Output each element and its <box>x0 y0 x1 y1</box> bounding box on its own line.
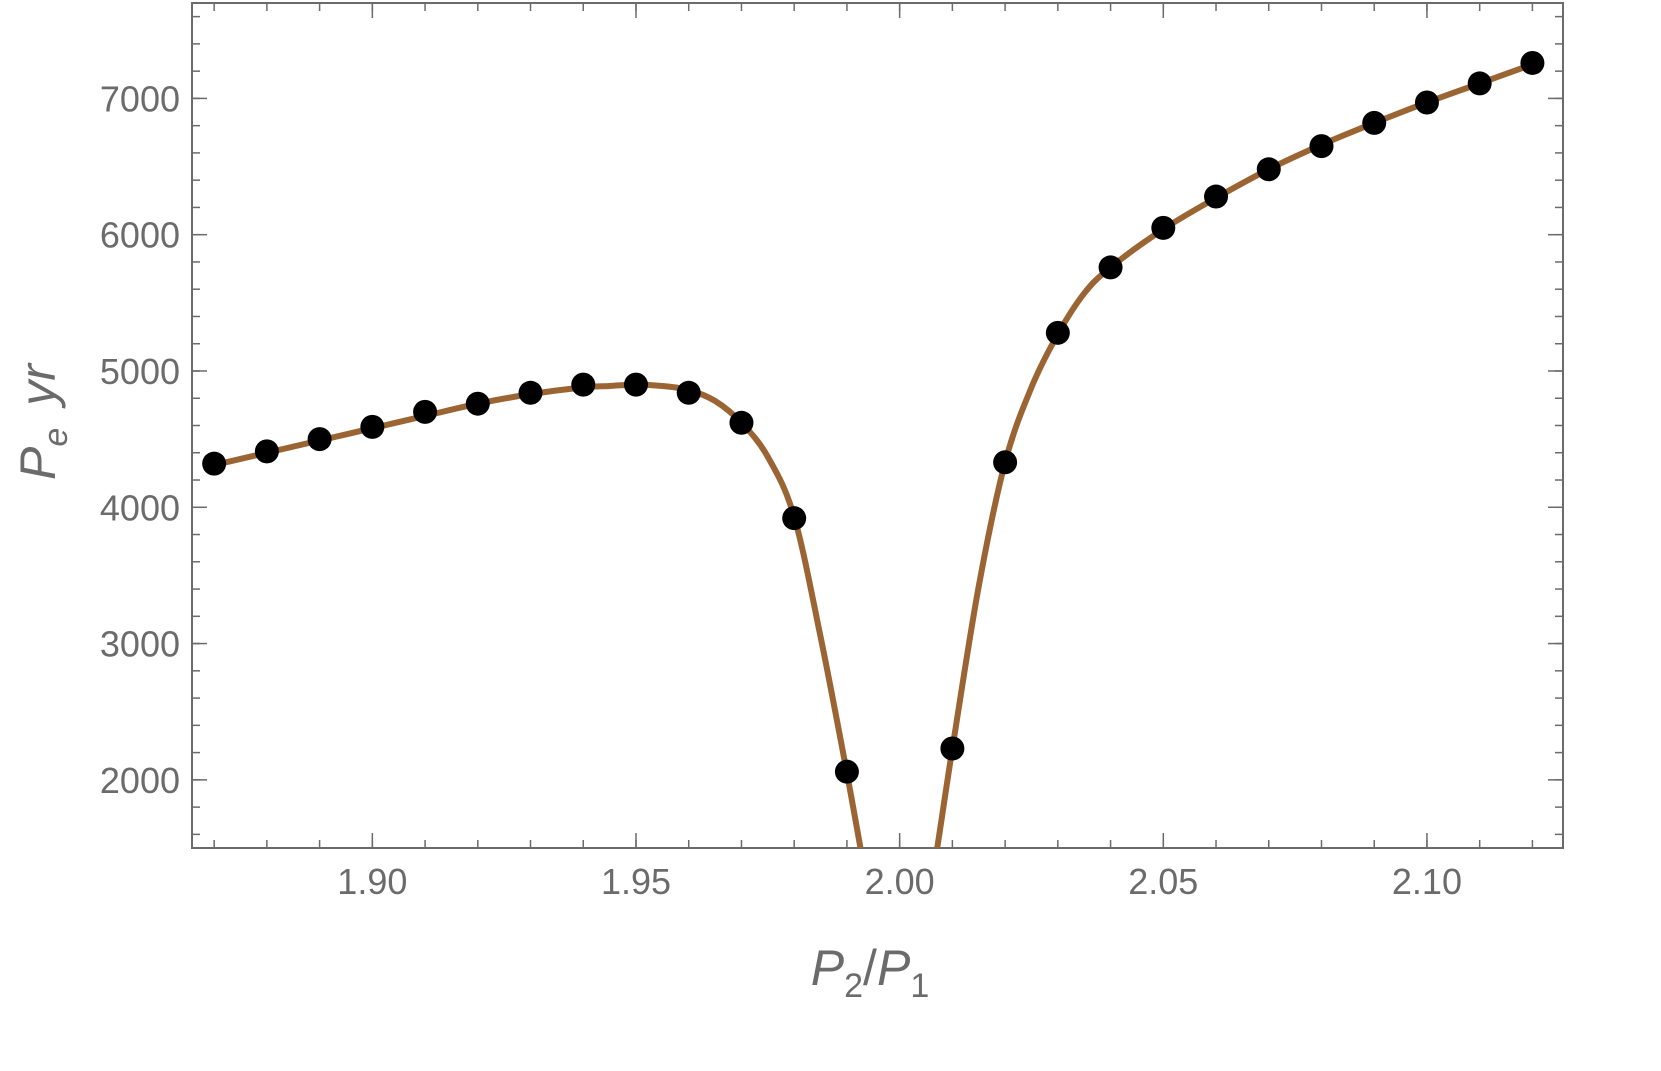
data-point <box>1098 255 1123 280</box>
data-point <box>834 759 859 784</box>
data-point <box>1520 50 1545 75</box>
y-tick-label: 2000 <box>100 760 180 801</box>
data-point <box>307 427 332 452</box>
x-tick-label: 2.10 <box>1392 861 1462 902</box>
x-label-p2: P <box>811 940 845 996</box>
major-ticks <box>192 3 1563 848</box>
x-tick-label: 1.95 <box>601 861 671 902</box>
x-tick-label: 1.90 <box>337 861 407 902</box>
data-point <box>1467 71 1492 96</box>
x-label-slash: / <box>863 940 877 996</box>
data-point <box>940 736 965 761</box>
y-tick-label: 5000 <box>100 351 180 392</box>
series-points <box>202 50 1545 784</box>
data-point <box>413 399 438 424</box>
y-tick-label: 3000 <box>100 624 180 665</box>
data-point <box>1362 110 1387 135</box>
x-label-sub2: 2 <box>844 967 863 1005</box>
y-label-sub: e <box>37 428 75 447</box>
data-point <box>1256 157 1281 182</box>
data-point <box>465 391 490 416</box>
data-point <box>676 380 701 405</box>
x-label-p1: P <box>877 940 911 996</box>
data-point <box>571 372 596 397</box>
x-tick-label: 2.00 <box>865 861 935 902</box>
y-axis-label: Pe yr <box>10 362 75 480</box>
tick-labels: 1.90 1.95 2.00 2.05 2.10 2000 3000 4000 5000 6000… <box>100 78 1462 902</box>
data-point <box>360 414 385 439</box>
data-point <box>1414 90 1439 115</box>
data-point <box>782 506 807 531</box>
x-label-sub1: 1 <box>910 967 929 1005</box>
data-point <box>993 450 1018 475</box>
x-axis-label: P2/P1 <box>811 940 929 1005</box>
y-tick-label: 4000 <box>100 487 180 528</box>
y-label-p: P <box>10 446 66 480</box>
x-tick-label: 2.05 <box>1128 861 1198 902</box>
data-point <box>1045 320 1070 345</box>
data-point <box>1151 215 1176 240</box>
y-tick-label: 7000 <box>100 78 180 119</box>
series-curve <box>211 61 1536 848</box>
data-point <box>623 372 648 397</box>
data-point <box>1309 134 1334 159</box>
data-point <box>254 439 279 464</box>
data-point <box>729 410 754 435</box>
y-tick-label: 6000 <box>100 215 180 256</box>
plot-frame <box>191 2 1564 849</box>
y-label-unit: yr <box>10 362 66 409</box>
data-point <box>1204 184 1229 209</box>
data-point <box>202 451 227 476</box>
data-point <box>518 380 543 405</box>
